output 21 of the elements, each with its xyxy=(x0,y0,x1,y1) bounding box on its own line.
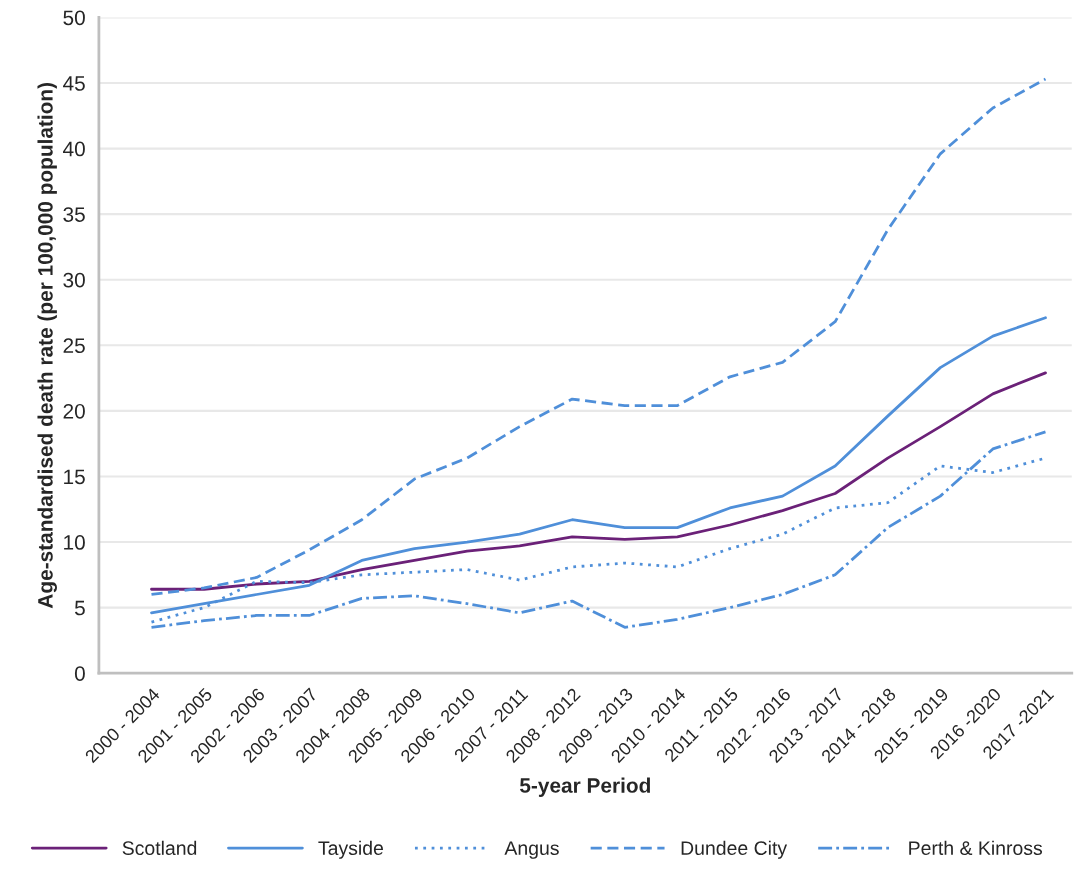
line-series xyxy=(150,430,1047,629)
y-tick-label: 10 xyxy=(64,535,85,550)
legend-label: Scotland xyxy=(122,840,197,856)
y-tick-label: 50 xyxy=(63,10,85,26)
y-tick-label: 15 xyxy=(64,469,85,485)
y-tick-label: 5 xyxy=(74,600,85,616)
y-tick-label: 40 xyxy=(63,141,85,157)
line-series xyxy=(150,77,1047,596)
legend-label: Tayside xyxy=(318,840,383,859)
y-tick-label: 45 xyxy=(63,76,85,91)
y-tick-label: 0 xyxy=(74,666,85,681)
y-axis-title: Age-standardised death rate (per 100,000 population) xyxy=(37,82,57,609)
x-axis-title: 5-year Period xyxy=(519,777,650,797)
y-tick-label: 25 xyxy=(63,338,85,354)
legend-label: Angus xyxy=(504,841,559,859)
legend-label: Dundee City xyxy=(681,840,788,859)
y-tick-label: 30 xyxy=(63,272,85,288)
y-tick-label: 20 xyxy=(63,403,85,419)
line-series xyxy=(150,371,1047,591)
y-tick-label: 35 xyxy=(63,207,85,222)
legend-label: Perth & Kinross xyxy=(909,840,1043,856)
